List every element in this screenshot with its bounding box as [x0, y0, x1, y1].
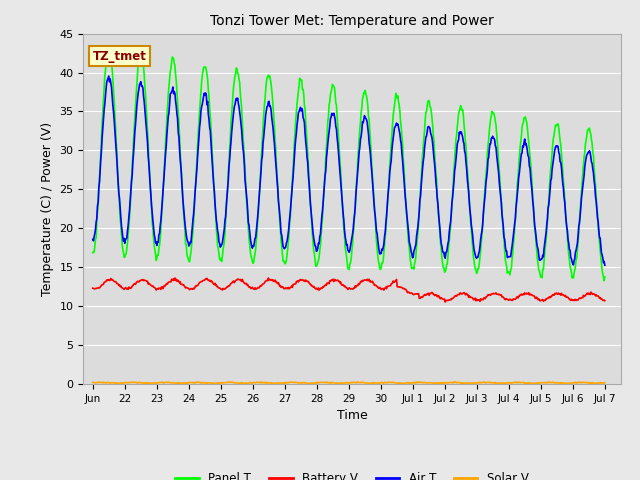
Panel T [244, 215, 252, 220]
Air T [269, 125, 277, 131]
Panel T [289, 176, 296, 182]
Solar V [431, 380, 439, 386]
Solar V [289, 379, 296, 385]
Battery V [601, 298, 609, 303]
Battery V [431, 293, 438, 299]
Title: Tonzi Tower Met: Temperature and Power: Tonzi Tower Met: Temperature and Power [210, 14, 494, 28]
Line: Air T: Air T [93, 76, 605, 265]
Air T [601, 263, 609, 268]
Solar V [269, 381, 277, 386]
Panel T [600, 278, 608, 284]
Battery V [244, 282, 252, 288]
Solar V [244, 380, 252, 386]
Panel T [106, 43, 113, 49]
Air T [289, 181, 296, 187]
Line: Battery V: Battery V [93, 278, 605, 302]
Battery V [89, 285, 97, 291]
Line: Solar V: Solar V [93, 382, 605, 384]
Battery V [171, 275, 179, 281]
Air T [402, 201, 410, 206]
Solar V [180, 381, 188, 387]
Panel T [431, 151, 438, 156]
Air T [431, 161, 438, 167]
Battery V [289, 285, 296, 290]
Solar V [89, 379, 97, 385]
Solar V [601, 380, 609, 385]
Y-axis label: Temperature (C) / Power (V): Temperature (C) / Power (V) [41, 122, 54, 296]
Battery V [402, 287, 410, 292]
Panel T [402, 199, 410, 204]
X-axis label: Time: Time [337, 409, 367, 422]
Panel T [89, 250, 97, 256]
Air T [150, 224, 157, 230]
Battery V [269, 277, 277, 283]
Legend: Panel T, Battery V, Air T, Solar V: Panel T, Battery V, Air T, Solar V [171, 467, 533, 480]
Solar V [403, 380, 410, 385]
Panel T [601, 274, 609, 280]
Panel T [150, 235, 157, 241]
Solar V [353, 379, 361, 385]
Solar V [149, 380, 157, 386]
Air T [244, 207, 252, 213]
Air T [105, 73, 113, 79]
Text: TZ_tmet: TZ_tmet [93, 50, 147, 63]
Panel T [269, 104, 277, 109]
Battery V [149, 283, 157, 289]
Air T [89, 237, 97, 242]
Battery V [442, 299, 449, 305]
Line: Panel T: Panel T [93, 46, 605, 281]
